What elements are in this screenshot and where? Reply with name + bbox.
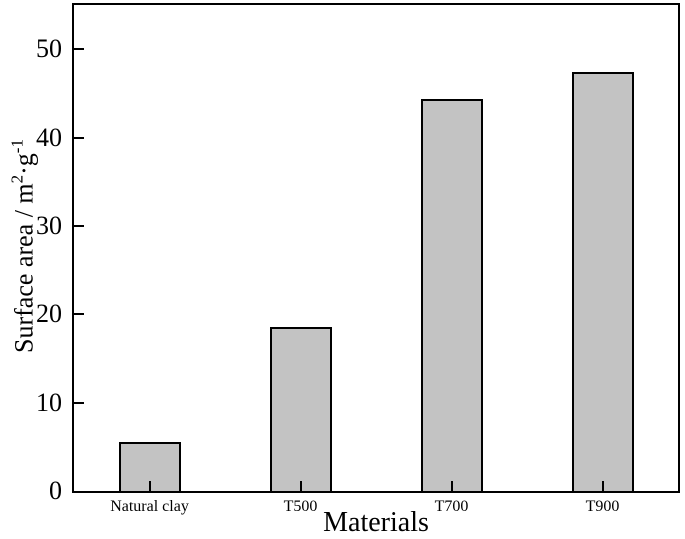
y-tick-mark-20 — [74, 313, 84, 315]
x-tick-label-t500: T500 — [283, 498, 318, 515]
y-tick-label-10: 10 — [36, 388, 62, 417]
y-tick-mark-40 — [74, 137, 84, 139]
x-tick-label-t700: T700 — [434, 498, 469, 515]
y-tick-label-30: 30 — [36, 211, 62, 240]
x-tick-label-natural-clay: Natural clay — [110, 498, 189, 515]
x-tick-label-t900: T900 — [585, 498, 620, 515]
x-tick-mark-natural-clay — [149, 481, 151, 491]
y-axis-label-text: Surface area / m — [9, 183, 39, 353]
bar-t900 — [572, 72, 634, 491]
y-tick-label-0: 0 — [49, 476, 62, 505]
y-tick-label-20: 20 — [36, 299, 62, 328]
y-axis-label-superscript-2: 2 — [7, 174, 27, 184]
x-tick-mark-t700 — [451, 481, 453, 491]
y-tick-mark-50 — [74, 48, 84, 50]
y-axis-label-unit: ·g — [9, 153, 39, 175]
plot-area — [72, 3, 680, 493]
y-tick-label-50: 50 — [36, 34, 62, 63]
bar-t500 — [270, 327, 332, 491]
x-tick-mark-t900 — [602, 481, 604, 491]
y-tick-label-40: 40 — [36, 123, 62, 152]
y-tick-mark-30 — [74, 225, 84, 227]
x-tick-mark-t500 — [300, 481, 302, 491]
y-tick-mark-10 — [74, 402, 84, 404]
bar-t700 — [421, 99, 483, 491]
x-axis-label: Materials — [323, 507, 429, 538]
